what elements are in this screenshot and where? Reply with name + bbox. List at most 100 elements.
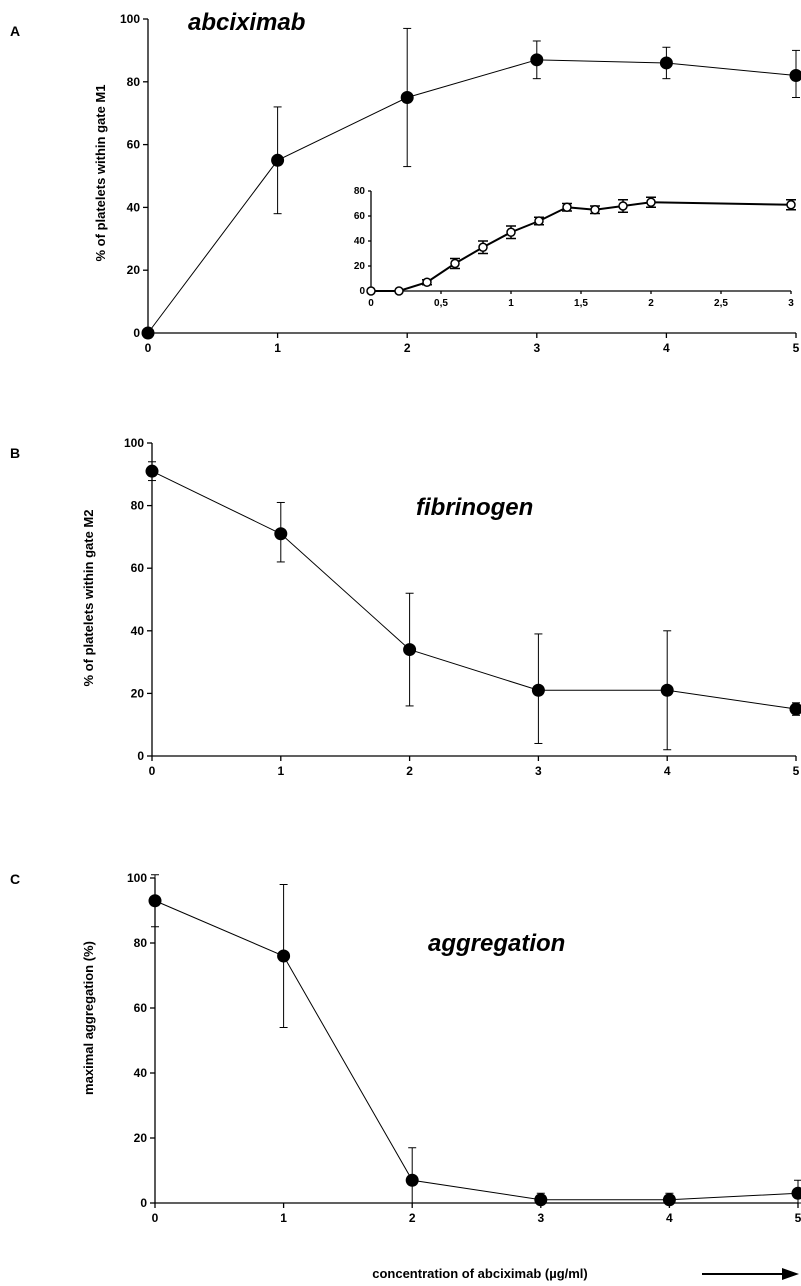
data-point [405,1173,419,1187]
x-tick-label: 1,5 [574,298,588,309]
panel-letter: C [10,871,20,887]
x-tick-label: 3 [788,298,794,309]
data-point [145,464,159,478]
panel-a: A abciximab % of platelets within gate M… [10,9,801,355]
plot-area [145,461,801,751]
series-line [371,201,792,292]
y-tick-label: 100 [124,436,144,450]
y-axis-label: maximal aggregation (%) [81,941,96,1095]
y-tick-label: 60 [131,561,145,575]
data-point [562,202,572,212]
x-tick-label: 2 [648,298,654,309]
y-tick-label: 0 [140,1196,147,1210]
data-point [646,197,656,207]
x-tick-label: 1 [274,341,281,355]
data-point [506,227,516,237]
x-tick-label: 3 [535,764,542,778]
chart-title: fibrinogen [416,494,533,521]
data-point [277,949,291,963]
y-tick-label: 100 [127,871,147,885]
y-tick-label: 40 [134,1066,148,1080]
y-tick-label: 40 [127,200,141,214]
data-point [786,200,796,210]
x-tick-label: 3 [537,1211,544,1225]
data-point [274,527,288,541]
y-tick-label: 80 [134,936,148,950]
data-point [789,702,801,716]
inset-plot-area [366,196,796,296]
y-tick-label: 40 [354,236,366,247]
y-tick-label: 40 [131,624,145,638]
data-point [531,683,545,697]
x-tick-label: 1 [280,1211,287,1225]
y-tick-label: 80 [127,75,141,89]
panel-letter: B [10,445,20,461]
data-point [394,286,404,296]
x-tick-label: 5 [793,764,800,778]
x-tick-label: 2 [409,1211,416,1225]
data-point [789,69,801,83]
series-line [147,59,797,334]
y-tick-label: 20 [134,1131,148,1145]
y-tick-label: 20 [127,263,141,277]
x-tick-label: 0 [145,341,152,355]
x-axis-label: concentration of abciximab (µg/ml) [372,1266,588,1281]
chart-title: abciximab [188,9,305,36]
data-point [141,326,155,340]
data-point [422,277,432,287]
panel-c: C aggregation maximal aggregation (%) 0 2… [10,871,801,1225]
data-point [662,1193,676,1207]
y-tick-label: 60 [134,1001,148,1015]
x-tick-label: 4 [663,341,670,355]
x-tick-label: 2 [404,341,411,355]
x-tick-label: 4 [666,1211,673,1225]
y-tick-label: 100 [120,12,140,26]
y-tick-label: 80 [354,186,366,197]
y-axis-label: % of platelets within gate M2 [81,510,96,687]
plot-area [148,874,801,1207]
y-tick-label: 0 [137,749,144,763]
data-point [791,1186,801,1200]
x-tick-label: 0 [368,298,374,309]
inset-chart: 0 20 40 60 80 0 0,5 1 1,5 2 2,5 3 [354,186,796,309]
x-tick-label: 3 [533,341,540,355]
data-point [659,56,673,70]
data-point [400,91,414,104]
data-point [618,201,628,211]
data-point [271,153,285,167]
y-tick-label: 80 [131,499,145,513]
inset-axes: 0 20 40 60 80 0 0,5 1 1,5 2 2,5 3 [354,186,794,309]
y-tick-label: 0 [359,286,365,297]
x-tick-label: 0,5 [434,298,448,309]
y-tick-label: 20 [354,261,366,272]
panel-letter: A [10,23,20,39]
x-tick-label: 2 [406,764,413,778]
right-arrow-icon [702,1268,799,1280]
x-tick-label: 5 [793,341,800,355]
data-point [148,894,162,908]
chart-title: aggregation [428,930,565,957]
plot-area [141,27,801,340]
x-tick-label: 1 [277,764,284,778]
y-axis-label: % of platelets within gate M1 [93,85,108,262]
data-point [530,53,544,67]
y-tick-label: 0 [133,326,140,340]
data-point [590,205,600,215]
data-point [366,286,376,296]
data-point [403,643,417,657]
panel-b: B fibrinogen % of platelets within gate … [10,436,801,778]
x-tick-label: 2,5 [714,298,728,309]
x-tick-label: 5 [795,1211,801,1225]
series-line [151,470,797,710]
data-point [534,216,544,226]
y-tick-label: 60 [354,211,366,222]
x-tick-label: 4 [664,764,671,778]
x-tick-label: 0 [149,764,156,778]
data-point [450,258,460,269]
series-line [154,900,799,1201]
data-point [534,1193,548,1207]
